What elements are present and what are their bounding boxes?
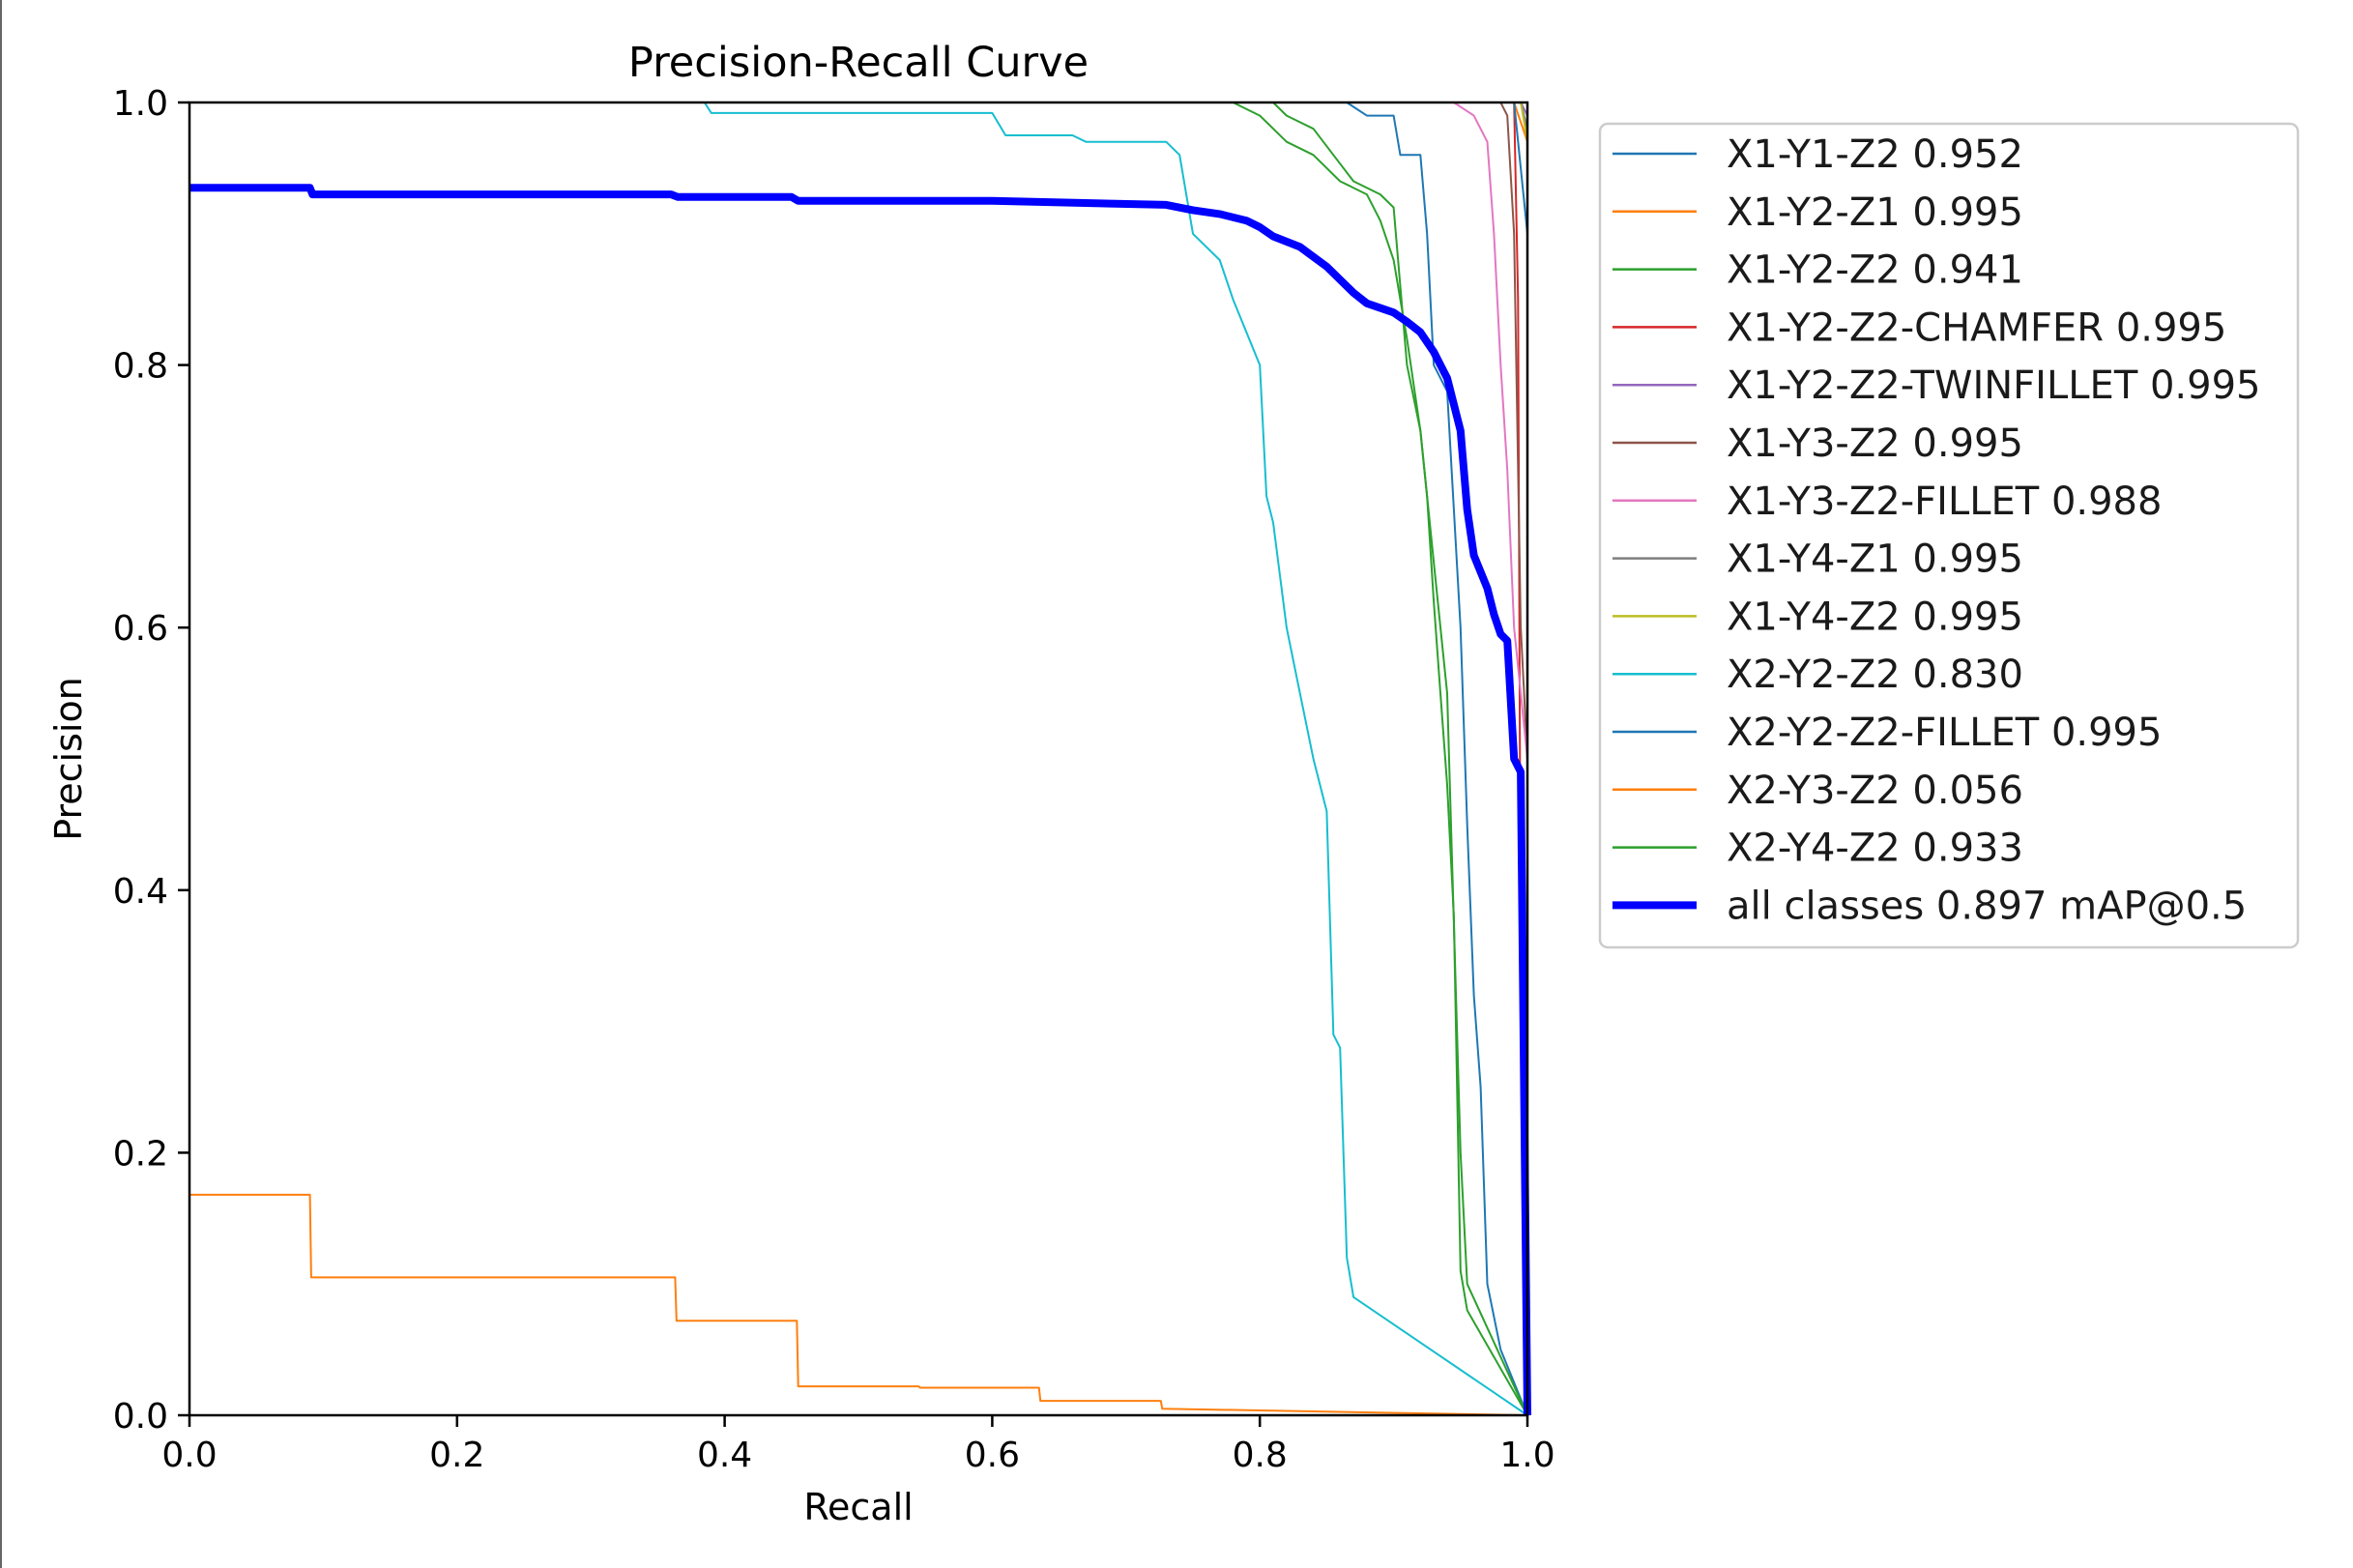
- series-line-1: [189, 102, 1528, 1415]
- x-tick-label: 0.2: [429, 1436, 484, 1475]
- y-tick-label: 0.4: [113, 872, 168, 912]
- series-line-6: [189, 102, 1528, 1415]
- series-line-9: [189, 102, 1528, 1416]
- series-line-4: [189, 102, 1528, 1415]
- x-tick-label: 1.0: [1499, 1436, 1554, 1475]
- y-tick-label: 0.6: [113, 609, 168, 649]
- legend-label: X1-Y2-Z2 0.941: [1727, 248, 2023, 293]
- y-axis-label: Precision: [47, 677, 90, 841]
- series-line-8: [189, 102, 1528, 1415]
- legend-label: X2-Y2-Z2-FILLET 0.995: [1727, 711, 2162, 755]
- legend-label: X1-Y2-Z2-TWINFILLET 0.995: [1727, 363, 2260, 408]
- plot-area-frame: [188, 101, 1529, 1417]
- series-line-13: [189, 184, 1531, 1416]
- legend-box: [1598, 122, 2300, 949]
- legend-label: X1-Y1-Z2 0.952: [1727, 132, 2023, 177]
- series-line-7: [189, 102, 1528, 1415]
- legend-label: X1-Y2-Z2-CHAMFER 0.995: [1727, 305, 2226, 350]
- legend-label: X2-Y3-Z2 0.056: [1727, 769, 2023, 813]
- legend-label: X1-Y3-Z2 0.995: [1727, 421, 2023, 466]
- x-tick-label: 0.0: [161, 1436, 217, 1475]
- image-left-border: [0, 0, 2, 1568]
- legend-label: X2-Y2-Z2 0.830: [1727, 653, 2023, 697]
- series-line-2: [189, 102, 1528, 1416]
- x-axis: 0.0 0.2 0.4 0.6 0.8 1.0: [161, 1415, 1555, 1475]
- series-line-11: [189, 1193, 1528, 1416]
- series-line-12: [189, 102, 1528, 1416]
- y-tick-label: 0.8: [113, 347, 168, 387]
- legend-label: X1-Y2-Z1 0.995: [1727, 190, 2023, 235]
- legend-label: X1-Y3-Z2-FILLET 0.988: [1727, 479, 2162, 524]
- y-tick-label: 1.0: [113, 84, 168, 124]
- chart-title: Precision-Recall Curve: [628, 39, 1089, 87]
- x-tick-label: 0.4: [697, 1436, 752, 1475]
- series-line-5: [189, 102, 1528, 1415]
- y-axis: 0.0 0.2 0.4 0.6 0.8 1.0: [113, 84, 189, 1437]
- legend-label: X2-Y4-Z2 0.933: [1727, 827, 2023, 871]
- x-axis-label: Recall: [803, 1486, 913, 1528]
- x-tick-label: 0.6: [965, 1436, 1020, 1475]
- y-tick-label: 0.0: [113, 1397, 168, 1437]
- legend-label: all classes 0.897 mAP@0.5: [1727, 884, 2247, 928]
- y-tick-label: 0.2: [113, 1134, 168, 1174]
- series-line-3: [189, 102, 1528, 1415]
- x-tick-label: 0.8: [1233, 1436, 1288, 1475]
- curve-group: [189, 102, 1531, 1416]
- series-line-0: [189, 102, 1528, 1416]
- legend: X1-Y1-Z2 0.952 X1-Y2-Z1 0.995 X1-Y2-Z2 0.9…: [1598, 122, 2300, 949]
- legend-label: X1-Y4-Z2 0.995: [1727, 595, 2023, 639]
- legend-label: X1-Y4-Z1 0.995: [1727, 537, 2023, 582]
- series-line-10: [189, 102, 1528, 1415]
